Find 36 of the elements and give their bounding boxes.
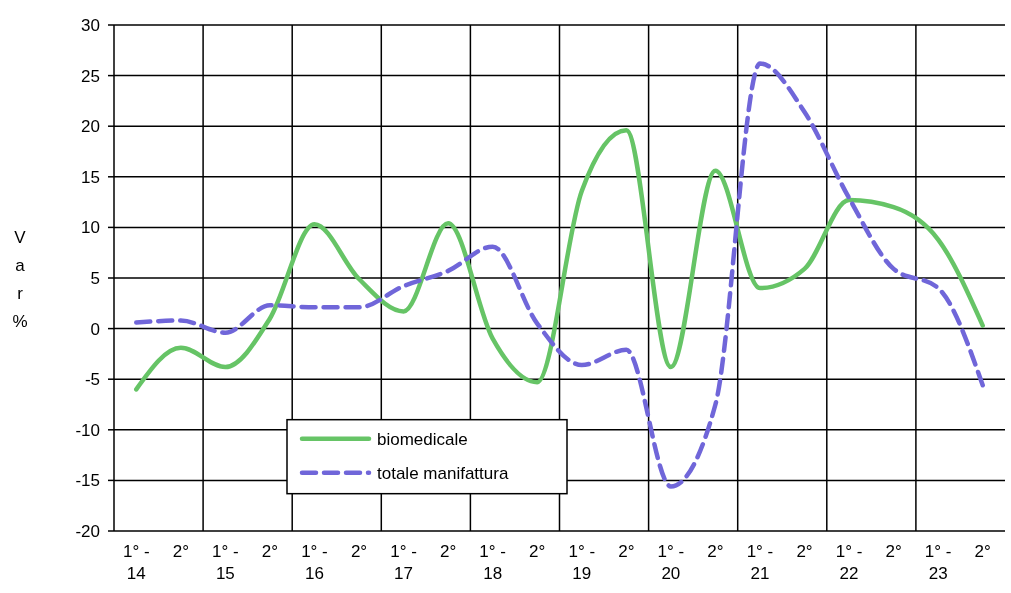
x-tick-label: 1° - 17	[390, 542, 417, 583]
x-tick-label: 1° - 14	[122, 542, 150, 583]
line-series	[134, 61, 985, 489]
y-axis-title: Var %	[12, 228, 28, 331]
y-tick-label: -15	[75, 471, 100, 491]
y-tick-label: 0	[90, 319, 100, 339]
x-tick-label: 2°	[618, 542, 635, 561]
y-tick-label: 20	[81, 117, 100, 137]
y-tick-label: 10	[81, 218, 100, 238]
y-tick-label: -10	[75, 420, 100, 440]
x-tick-label: 2°	[974, 542, 991, 561]
y-tick-label: 5	[90, 268, 100, 288]
legend-label: totale manifattura	[377, 463, 509, 483]
x-tick-label: 2°	[261, 542, 279, 561]
x-tick-label: 1° - 16	[301, 542, 328, 583]
x-tick-label: 1° - 15	[212, 542, 239, 583]
x-tick-label: 1° - 21	[746, 542, 774, 583]
x-tick-label: 2°	[796, 542, 813, 561]
line-series	[134, 128, 985, 392]
x-tick-label: 2°	[172, 542, 189, 561]
x-tick-label: 1° - 23	[924, 542, 952, 583]
y-tick-label: -20	[75, 521, 100, 541]
legend-label: biomedicale	[377, 429, 468, 449]
y-tick-label: -5	[84, 370, 100, 390]
x-tick-label: 1° - 18	[479, 542, 506, 583]
y-tick-label: 15	[81, 167, 100, 187]
x-tick-label: 1° - 20	[657, 542, 685, 583]
x-tick-label: 2°	[707, 542, 724, 561]
x-tick-label: 2°	[885, 542, 902, 561]
x-tick-label: 2°	[350, 542, 368, 561]
x-tick-label: 1° - 19	[568, 542, 596, 583]
x-tick-label: 1° - 22	[835, 542, 863, 583]
x-tick-label: 2°	[529, 542, 546, 561]
x-tick-label: 2°	[439, 542, 457, 561]
y-tick-label: 25	[81, 66, 100, 86]
y-tick-label: 30	[81, 15, 100, 35]
